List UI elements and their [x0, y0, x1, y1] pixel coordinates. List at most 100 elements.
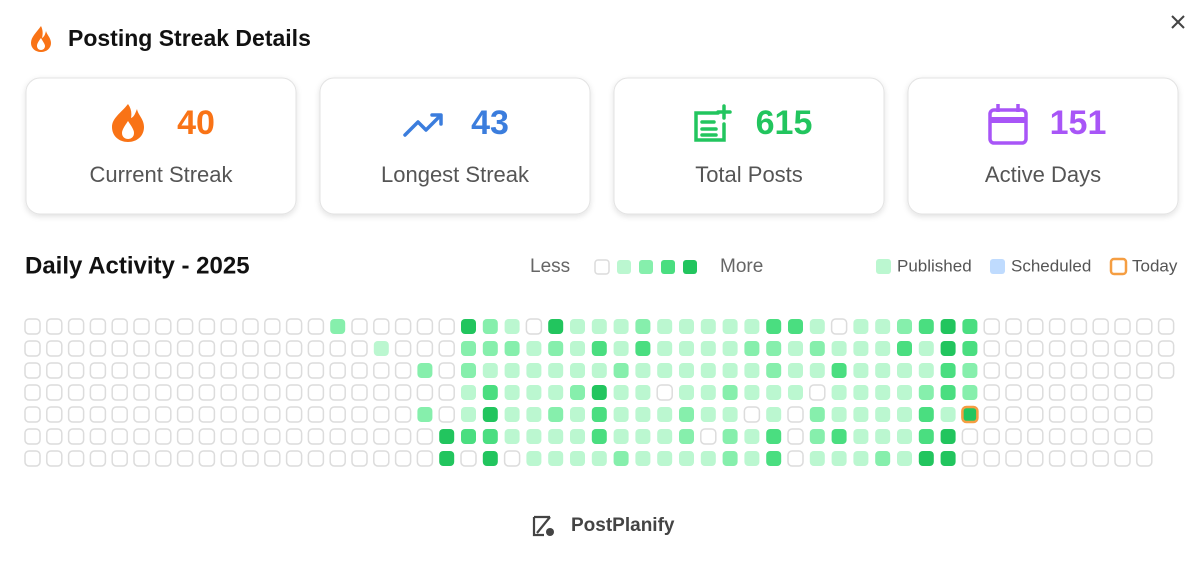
day-cell — [307, 406, 325, 423]
day-cell — [307, 450, 325, 467]
day-cell — [1114, 340, 1131, 357]
day-cell — [700, 407, 716, 422]
day-cell — [656, 384, 673, 401]
day-cell — [176, 406, 194, 423]
day-cell — [962, 385, 978, 400]
day-cell — [613, 341, 629, 356]
day-cell — [1070, 428, 1088, 445]
day-cell — [548, 451, 564, 466]
day-cell — [613, 385, 629, 400]
day-cell — [46, 450, 63, 467]
day-cell — [46, 384, 63, 401]
day-cell — [285, 362, 303, 379]
day-cell — [373, 318, 390, 335]
day-cell — [329, 450, 346, 467]
day-cell — [1005, 340, 1022, 357]
day-cell — [220, 450, 237, 467]
day-cell — [438, 384, 455, 401]
day-cell — [570, 429, 585, 444]
day-cell — [853, 385, 869, 400]
day-cell — [1136, 340, 1153, 357]
day-cell — [853, 407, 869, 422]
day-cell — [679, 451, 694, 466]
day-cell — [897, 319, 912, 334]
day-cell — [155, 428, 172, 445]
day-cell — [875, 341, 891, 356]
day-cell — [831, 407, 847, 422]
day-cell — [482, 429, 498, 444]
day-cell — [548, 319, 564, 334]
brand-icon — [532, 515, 554, 537]
day-cell — [1157, 362, 1175, 379]
day-cell — [438, 406, 455, 423]
day-cell — [264, 450, 281, 467]
day-cell — [461, 319, 476, 334]
day-cell — [1027, 450, 1044, 467]
day-cell — [940, 451, 956, 466]
day-cell — [1136, 450, 1153, 467]
day-cell — [133, 428, 150, 445]
day-cell — [679, 341, 694, 356]
day-cell — [242, 428, 259, 445]
stat-value: 43 — [471, 104, 509, 142]
day-cell — [329, 406, 346, 423]
day-cell — [983, 362, 1000, 379]
day-cell — [416, 450, 434, 467]
day-cell — [679, 429, 694, 444]
day-cell — [657, 363, 673, 378]
day-cell — [591, 319, 607, 334]
day-cell — [176, 450, 194, 467]
stat-label: Current Streak — [89, 162, 233, 187]
day-cell — [548, 363, 564, 378]
day-cell — [67, 340, 85, 357]
close-button[interactable] — [1171, 15, 1185, 29]
day-cell — [853, 341, 869, 356]
day-cell — [570, 385, 585, 400]
day-cell — [461, 363, 476, 378]
stat-card — [319, 77, 591, 215]
day-cell — [809, 319, 825, 334]
day-cell — [198, 340, 216, 357]
day-cell — [373, 341, 389, 356]
day-cell — [1070, 362, 1088, 379]
day-cell — [198, 406, 216, 423]
day-cell — [394, 450, 412, 467]
day-cell — [809, 363, 825, 378]
day-cell — [1048, 428, 1066, 445]
day-cell — [700, 319, 716, 334]
day-cell — [700, 341, 716, 356]
legend-label: Today — [1132, 256, 1178, 275]
day-cell — [176, 362, 194, 379]
legend-label: Scheduled — [1011, 256, 1091, 275]
day-cell — [307, 318, 325, 335]
day-cell — [635, 319, 651, 334]
day-cell — [176, 340, 194, 357]
day-cell — [416, 384, 434, 401]
day-cell — [700, 385, 716, 400]
day-cell — [482, 341, 498, 356]
day-cell — [285, 450, 303, 467]
day-cell — [351, 340, 368, 357]
day-cell — [679, 363, 694, 378]
day-cell — [897, 407, 912, 422]
day-cell — [831, 341, 847, 356]
stat-label: Longest Streak — [381, 162, 530, 187]
day-cell — [503, 450, 521, 467]
day-cell — [1070, 318, 1088, 335]
day-cell — [1005, 406, 1022, 423]
header-icon — [31, 26, 51, 52]
day-cell — [1114, 428, 1131, 445]
day-cell — [46, 318, 63, 335]
day-cell — [875, 429, 891, 444]
day-cell — [155, 340, 172, 357]
day-cell — [1136, 406, 1153, 423]
day-cell — [416, 340, 434, 357]
day-cell — [89, 450, 107, 467]
day-cell — [1070, 406, 1088, 423]
day-cell — [461, 385, 476, 400]
day-cell — [242, 406, 259, 423]
day-cell — [983, 428, 1000, 445]
day-cell — [242, 318, 259, 335]
day-cell — [264, 406, 281, 423]
day-cell — [330, 319, 346, 334]
